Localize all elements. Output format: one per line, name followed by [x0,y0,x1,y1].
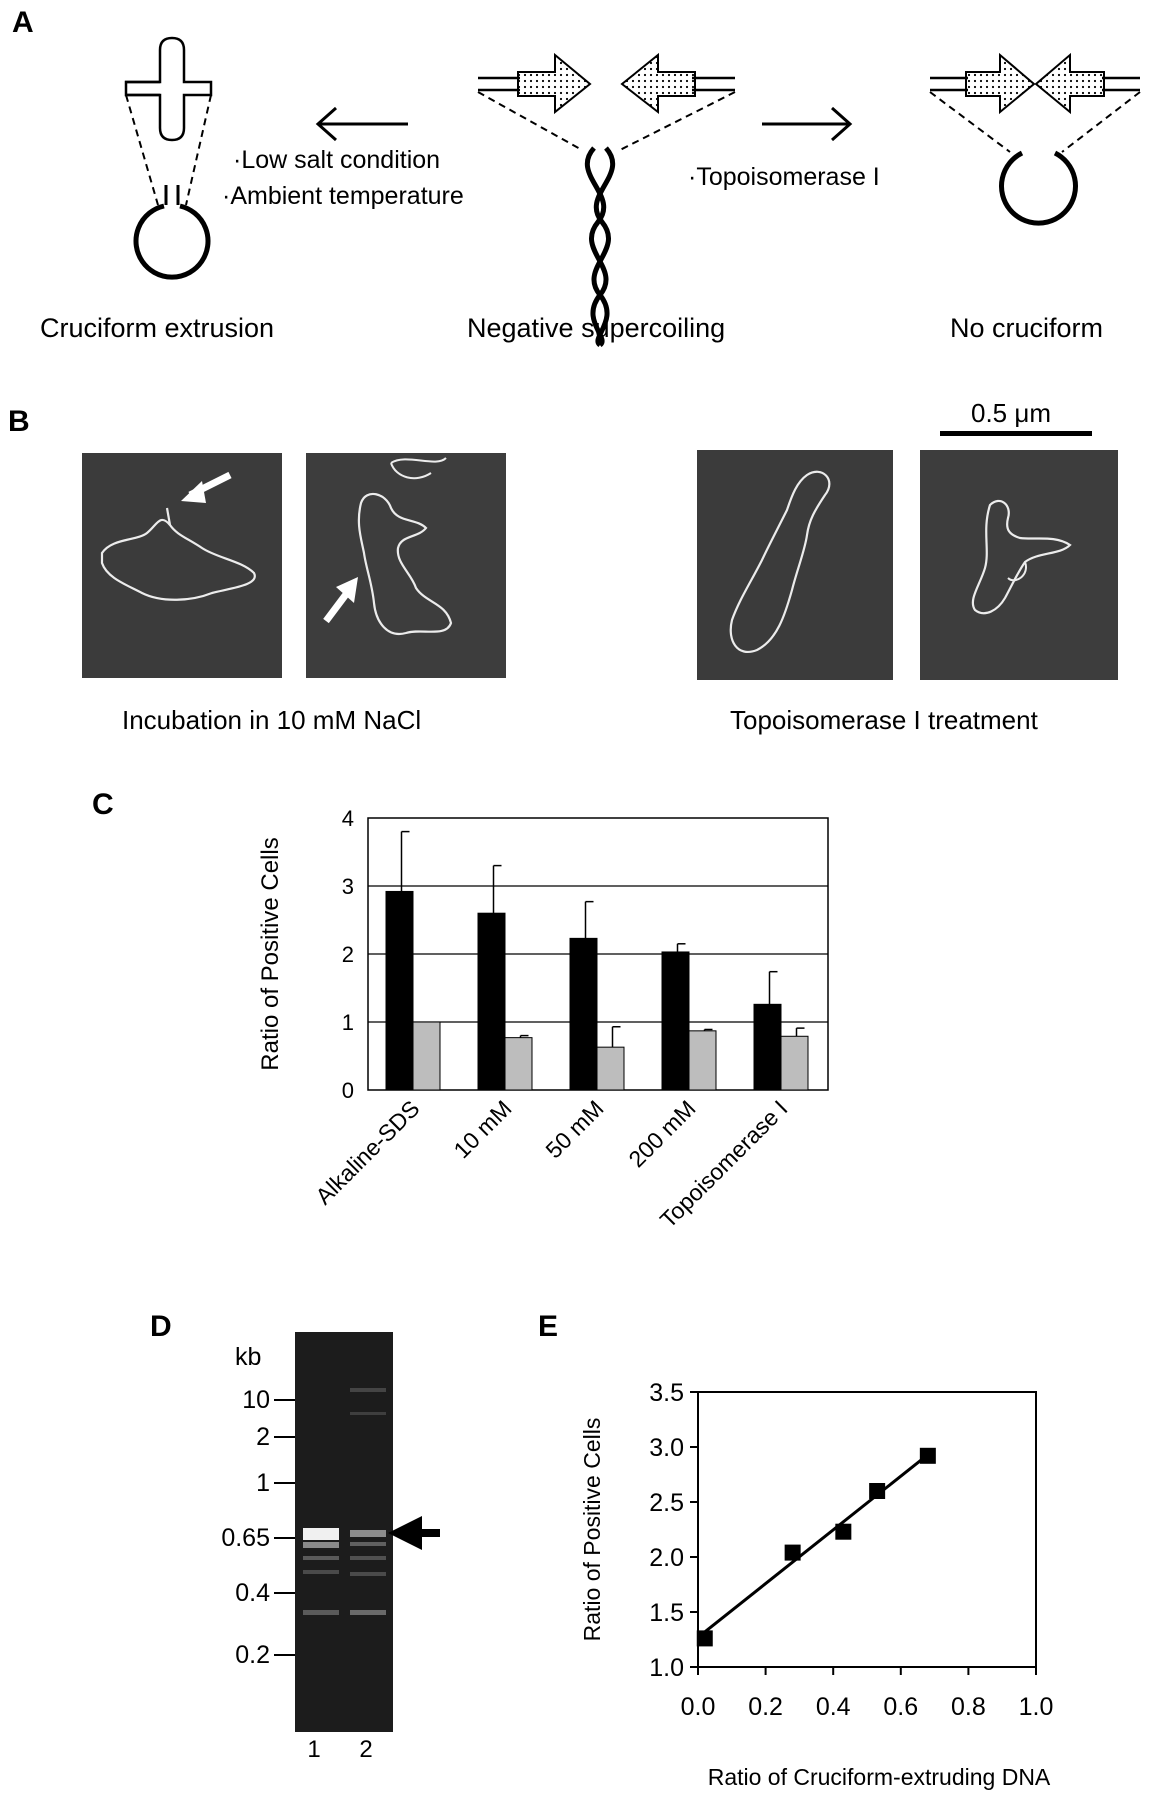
lane1-band-2 [303,1542,339,1548]
condition-ambient-temperature: ·Ambient temperature [222,182,464,210]
chart-c-category-label: Alkaline-SDS [310,1095,424,1209]
afm-image-4 [920,450,1118,680]
chart-e-xtick: 1.0 [1019,1693,1054,1721]
chart-c-category-label: 10 mM [448,1095,516,1163]
chart-e-xtick: 0.6 [883,1693,918,1721]
panel-e-letter: E [538,1310,559,1343]
chart-e-point [869,1483,886,1499]
chart-c-bar [412,1021,441,1091]
chart-c-bar [504,1037,533,1091]
lane-label-2: 2 [359,1736,372,1763]
scale-bar-label: 0.5 μm [971,398,1052,428]
chart-c-ytick: 1 [342,1010,354,1035]
panel-d-letter: D [150,1310,172,1343]
lane-label-1: 1 [307,1736,320,1763]
lane1-band-3 [303,1556,339,1560]
chart-e-xtick: 0.8 [951,1693,986,1721]
chart-e-ytick: 2.5 [649,1489,684,1517]
panel-c-letter: C [92,788,114,821]
lane1-band-4 [303,1570,339,1574]
chart-e-xtick: 0.0 [681,1693,716,1721]
chart-c-ytick: 0 [342,1078,354,1103]
topoisomerase-caption: Topoisomerase I treatment [730,705,1038,735]
lane1-band-5 [303,1610,339,1615]
afm-image-3 [697,450,893,680]
left-arrow [315,106,408,142]
chart-e-ytick: 2.0 [649,1544,684,1572]
chart-c-bar [661,951,690,1091]
chart-e-ytick: 1.0 [649,1654,684,1682]
chart-c-bar [385,890,414,1091]
no-cruciform-diagram [929,52,1141,226]
lane2-band-main [350,1530,386,1537]
condition-topoisomerase: ·Topoisomerase I [688,163,880,191]
chart-e-ytick: 1.5 [649,1599,684,1627]
chart-e-point [919,1447,936,1464]
chart-e: 1.0 1.5 2.0 2.5 3.0 3.5 0.0 0.2 0.4 0.6 0.8 1.0 Rati… [579,1379,1054,1790]
afm-image-2 [306,453,506,678]
chart-e-point [696,1630,713,1647]
ladder-2: 2 [256,1423,270,1451]
lane1-band-main [303,1528,339,1540]
chart-c-bar [753,1003,782,1091]
gel-unit-label: kb [235,1343,261,1371]
no-cruciform-label: No cruciform [950,313,1104,343]
lane2-band-4 [350,1556,386,1560]
ladder-10: 10 [242,1386,270,1414]
lane2-band-5 [350,1572,386,1576]
chart-e-ytick: 3.5 [649,1379,684,1407]
lane2-band-6 [350,1610,386,1615]
lane2-band-2 [350,1412,386,1415]
chart-e-xtick: 0.2 [748,1693,783,1721]
panel-b-letter: B [8,405,30,438]
ladder-02: 0.2 [235,1641,270,1669]
chart-c-category-label: 50 mM [540,1095,608,1163]
chart-e-xtick: 0.4 [816,1693,851,1721]
chart-e-point [835,1523,852,1540]
right-arrow [762,106,853,142]
chart-c-bar [477,912,506,1091]
chart-c: 0 1 2 3 4 Ratio of Positive Cells Alkaline-SDS… [257,806,829,1233]
chart-c-ytick: 2 [342,942,354,967]
gel-figure: kb 10 2 1 0.65 0.4 0.2 1 2 [221,1332,440,1763]
chart-c-bar [688,1030,717,1091]
chart-c-bar [569,937,598,1091]
cruciform-diagram [124,36,213,280]
chart-c-ylabel: Ratio of Positive Cells [257,837,284,1070]
incubation-caption: Incubation in 10 mM NaCl [122,705,422,735]
panel-a-schematic [124,36,1141,348]
scale-bar [940,431,1092,436]
supercoil-diagram [477,52,736,348]
chart-e-plot-frame [697,1391,1037,1668]
chart-c-ytick: 3 [342,874,354,899]
chart-c-category-label: 200 mM [623,1095,700,1172]
panel-a-letter: A [12,6,34,39]
ladder-065: 0.65 [221,1524,270,1552]
chart-e-fit-line [697,1453,929,1639]
chart-e-point [784,1544,801,1561]
chart-e-xlabel: Ratio of Cruciform-extruding DNA [708,1764,1051,1790]
negative-supercoiling-label: Negative supercoiling [467,313,726,343]
lane2-band-3 [350,1542,386,1546]
ladder-1: 1 [256,1469,270,1497]
afm-image-1 [82,453,282,678]
chart-e-ytick: 3.0 [649,1434,684,1462]
gel-arrow [388,1516,440,1550]
chart-e-ylabel: Ratio of Positive Cells [579,1418,605,1642]
ladder-04: 0.4 [235,1579,270,1607]
chart-c-ytick: 4 [342,806,354,831]
cruciform-extrusion-label: Cruciform extrusion [40,313,275,343]
chart-c-bar [596,1046,625,1091]
chart-c-bar [780,1035,809,1091]
lane2-band-top [350,1388,386,1392]
condition-low-salt: ·Low salt condition [233,146,441,174]
